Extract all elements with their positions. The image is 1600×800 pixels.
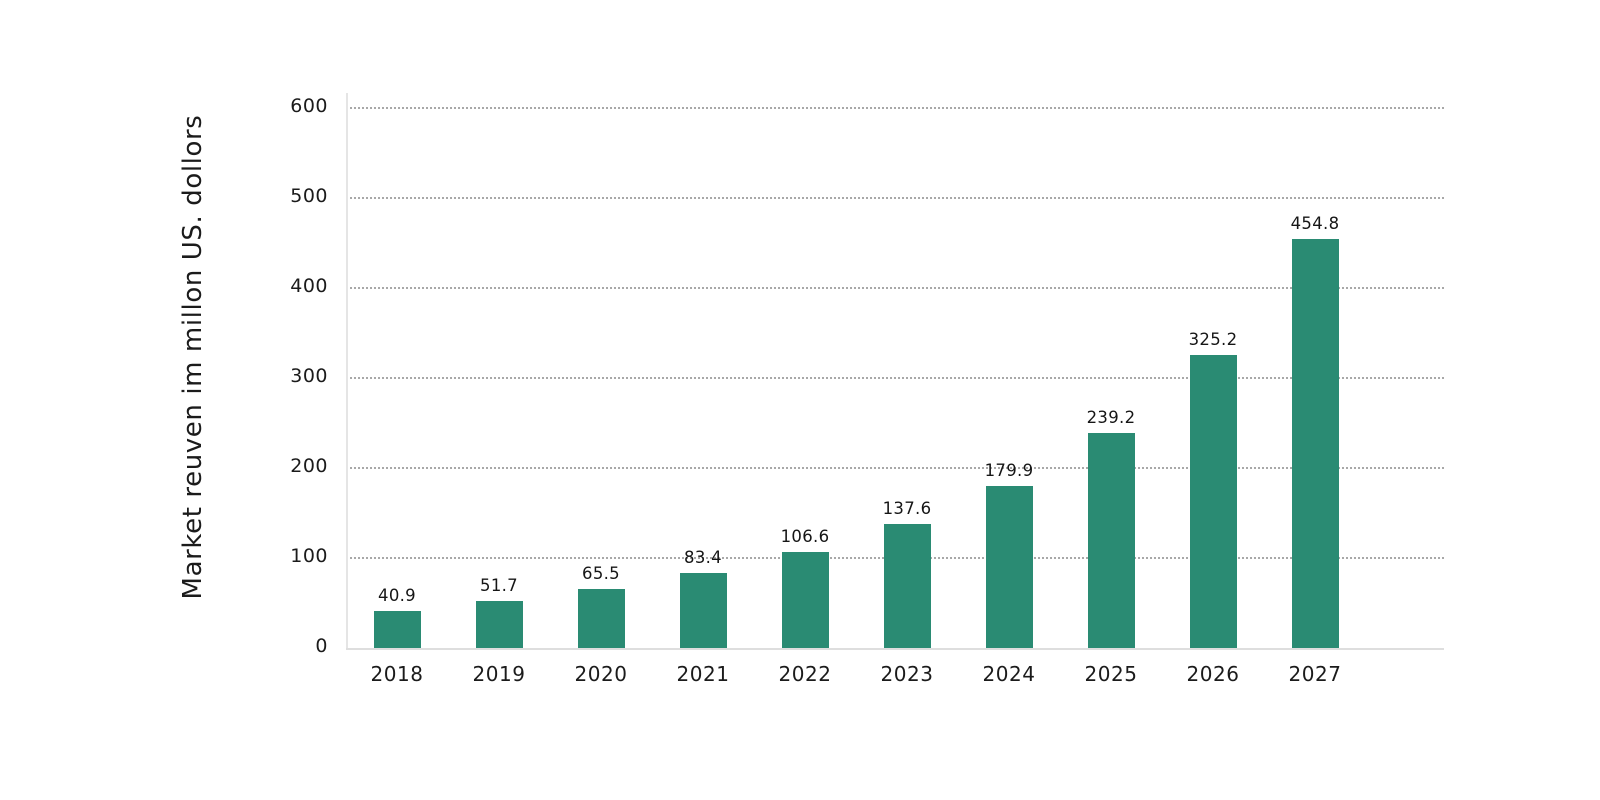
bar-2024	[985, 486, 1033, 648]
y-tick-label-600: 600	[290, 95, 328, 117]
bar-value-label-2019: 51.7	[480, 576, 518, 596]
bar-value-label-2024: 179.9	[984, 461, 1034, 481]
y-axis-line	[346, 93, 348, 648]
y-tick-label-300: 300	[290, 365, 328, 387]
bar-2019	[475, 601, 523, 648]
x-tick-label-2024: 2024	[982, 662, 1036, 686]
gridline-600	[346, 107, 1444, 109]
bar-2023	[883, 524, 931, 648]
bar-value-label-2023: 137.6	[882, 499, 932, 519]
y-tick-label-200: 200	[290, 455, 328, 477]
x-tick-label-2027: 2027	[1288, 662, 1342, 686]
x-tick-label-2019: 2019	[472, 662, 526, 686]
x-tick-label-2021: 2021	[676, 662, 730, 686]
y-tick-label-500: 500	[290, 185, 328, 207]
bar-2022	[781, 552, 829, 648]
y-tick-label-0: 0	[315, 635, 328, 657]
bar-value-label-2022: 106.6	[780, 527, 830, 547]
x-tick-label-2025: 2025	[1084, 662, 1138, 686]
x-tick-label-2020: 2020	[574, 662, 628, 686]
bar-value-label-2025: 239.2	[1086, 407, 1136, 427]
bar-2026	[1189, 355, 1237, 648]
bar-value-label-2026: 325.2	[1188, 330, 1238, 350]
bar-value-label-2018: 40.9	[378, 586, 416, 606]
gridline-500	[346, 197, 1444, 199]
bar-value-label-2027: 454.8	[1290, 213, 1340, 233]
bar-2021	[679, 572, 727, 648]
gridline-200	[346, 467, 1444, 469]
bar-2025	[1087, 432, 1135, 648]
x-axis-line	[346, 648, 1444, 650]
x-tick-label-2022: 2022	[778, 662, 832, 686]
bar-value-label-2021: 83.4	[684, 547, 722, 567]
y-tick-label-400: 400	[290, 275, 328, 297]
gridline-400	[346, 287, 1444, 289]
x-tick-label-2026: 2026	[1186, 662, 1240, 686]
y-tick-label-100: 100	[290, 545, 328, 567]
gridline-300	[346, 377, 1444, 379]
bar-value-label-2020: 65.5	[582, 564, 620, 584]
bar-2027	[1291, 238, 1339, 648]
x-tick-label-2018: 2018	[370, 662, 424, 686]
x-tick-label-2023: 2023	[880, 662, 934, 686]
bar-2018	[373, 611, 421, 648]
bar-2020	[577, 589, 625, 648]
